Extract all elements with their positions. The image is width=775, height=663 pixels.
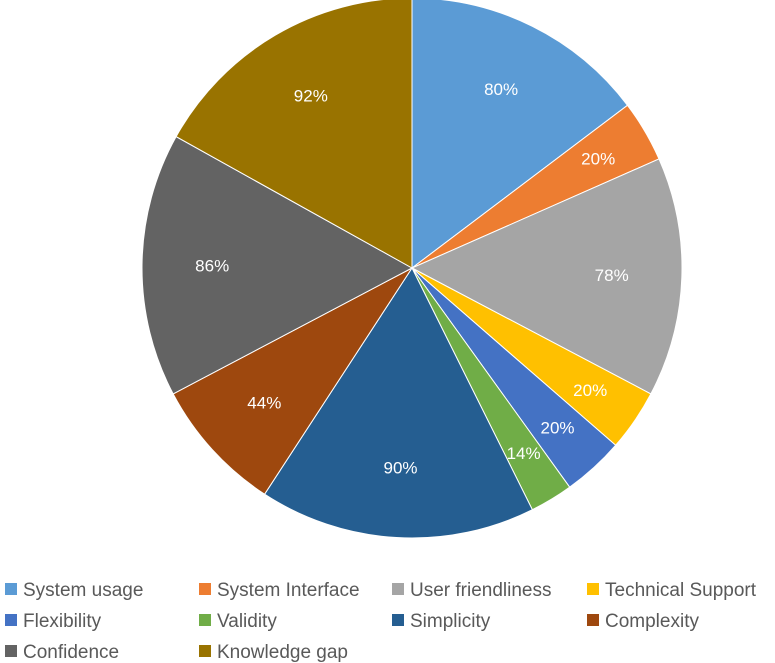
legend-label: System Interface bbox=[217, 580, 360, 601]
chart-legend: System usage System Interface User friendl… bbox=[5, 580, 757, 663]
legend-swatch bbox=[199, 583, 211, 595]
legend-swatch bbox=[199, 645, 211, 657]
legend-item: Simplicity bbox=[392, 611, 491, 632]
legend-swatch bbox=[5, 583, 17, 595]
legend-item: Flexibility bbox=[5, 611, 102, 632]
pie-data-label: 80% bbox=[484, 80, 518, 99]
legend-item: System usage bbox=[5, 580, 143, 601]
pie-slice-complexity bbox=[172, 266, 414, 495]
legend-swatch bbox=[5, 645, 17, 657]
pie-slice-system-usage bbox=[411, 0, 629, 270]
legend-label: Validity bbox=[217, 611, 277, 632]
pie-data-label: 14% bbox=[507, 444, 541, 463]
pie-data-label: 44% bbox=[247, 394, 281, 413]
legend-item: User friendliness bbox=[392, 580, 552, 601]
legend-swatch bbox=[5, 614, 17, 626]
pie-data-label: 90% bbox=[383, 459, 417, 478]
legend-swatch bbox=[587, 583, 599, 595]
pie-slice-confidence bbox=[141, 135, 414, 395]
pie-data-label: 20% bbox=[581, 150, 615, 169]
pie-data-labels: 80% 20% 78% 20% 20% 14% 90% 44% 86% 92% bbox=[195, 80, 629, 477]
legend-swatch bbox=[392, 614, 404, 626]
legend-item: Confidence bbox=[5, 642, 119, 663]
pie-data-label: 78% bbox=[595, 266, 629, 285]
legend-item: System Interface bbox=[199, 580, 360, 601]
legend-label: Simplicity bbox=[410, 611, 491, 632]
legend-label: Technical Support bbox=[605, 580, 757, 601]
pie-slice-simplicity bbox=[263, 266, 534, 539]
legend-label: System usage bbox=[23, 580, 143, 601]
legend-label: Knowledge gap bbox=[217, 642, 348, 663]
legend-item: Validity bbox=[199, 611, 277, 632]
legend-item: Technical Support bbox=[587, 580, 757, 601]
pie-slice-knowledge-gap bbox=[175, 0, 413, 269]
legend-item: Complexity bbox=[587, 611, 699, 632]
legend-swatch bbox=[587, 614, 599, 626]
pie-slice-user-friendliness bbox=[410, 158, 683, 395]
pie-slices bbox=[141, 0, 683, 539]
legend-item: Knowledge gap bbox=[199, 642, 348, 663]
legend-label: Flexibility bbox=[23, 611, 102, 632]
legend-swatch bbox=[199, 614, 211, 626]
pie-data-label: 92% bbox=[294, 87, 328, 106]
pie-data-label: 20% bbox=[573, 381, 607, 400]
legend-label: Complexity bbox=[605, 611, 699, 632]
legend-swatch bbox=[392, 583, 404, 595]
legend-label: Confidence bbox=[23, 642, 119, 663]
pie-data-label: 20% bbox=[540, 419, 574, 438]
legend-label: User friendliness bbox=[410, 580, 552, 601]
pie-data-label: 86% bbox=[195, 257, 229, 276]
